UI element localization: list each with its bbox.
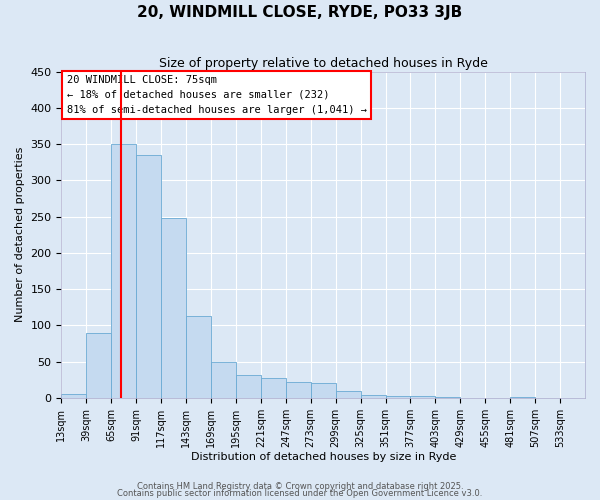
- Bar: [335, 390, 361, 398]
- Bar: [86, 332, 111, 398]
- Text: Contains public sector information licensed under the Open Government Licence v3: Contains public sector information licen…: [118, 490, 482, 498]
- Bar: [211, 362, 236, 398]
- Bar: [436, 397, 460, 398]
- Bar: [410, 396, 436, 398]
- Bar: [111, 144, 136, 398]
- X-axis label: Distribution of detached houses by size in Ryde: Distribution of detached houses by size …: [191, 452, 456, 462]
- Bar: [386, 396, 410, 398]
- Bar: [61, 394, 86, 398]
- Bar: [361, 395, 386, 398]
- Bar: [236, 374, 261, 398]
- Bar: [286, 382, 311, 398]
- Text: 20 WINDMILL CLOSE: 75sqm
← 18% of detached houses are smaller (232)
81% of semi-: 20 WINDMILL CLOSE: 75sqm ← 18% of detach…: [67, 75, 367, 114]
- Bar: [186, 316, 211, 398]
- Y-axis label: Number of detached properties: Number of detached properties: [15, 147, 25, 322]
- Bar: [510, 397, 535, 398]
- Title: Size of property relative to detached houses in Ryde: Size of property relative to detached ho…: [159, 58, 488, 70]
- Text: Contains HM Land Registry data © Crown copyright and database right 2025.: Contains HM Land Registry data © Crown c…: [137, 482, 463, 491]
- Bar: [311, 384, 335, 398]
- Bar: [161, 218, 186, 398]
- Bar: [136, 155, 161, 398]
- Text: 20, WINDMILL CLOSE, RYDE, PO33 3JB: 20, WINDMILL CLOSE, RYDE, PO33 3JB: [137, 5, 463, 20]
- Bar: [261, 378, 286, 398]
